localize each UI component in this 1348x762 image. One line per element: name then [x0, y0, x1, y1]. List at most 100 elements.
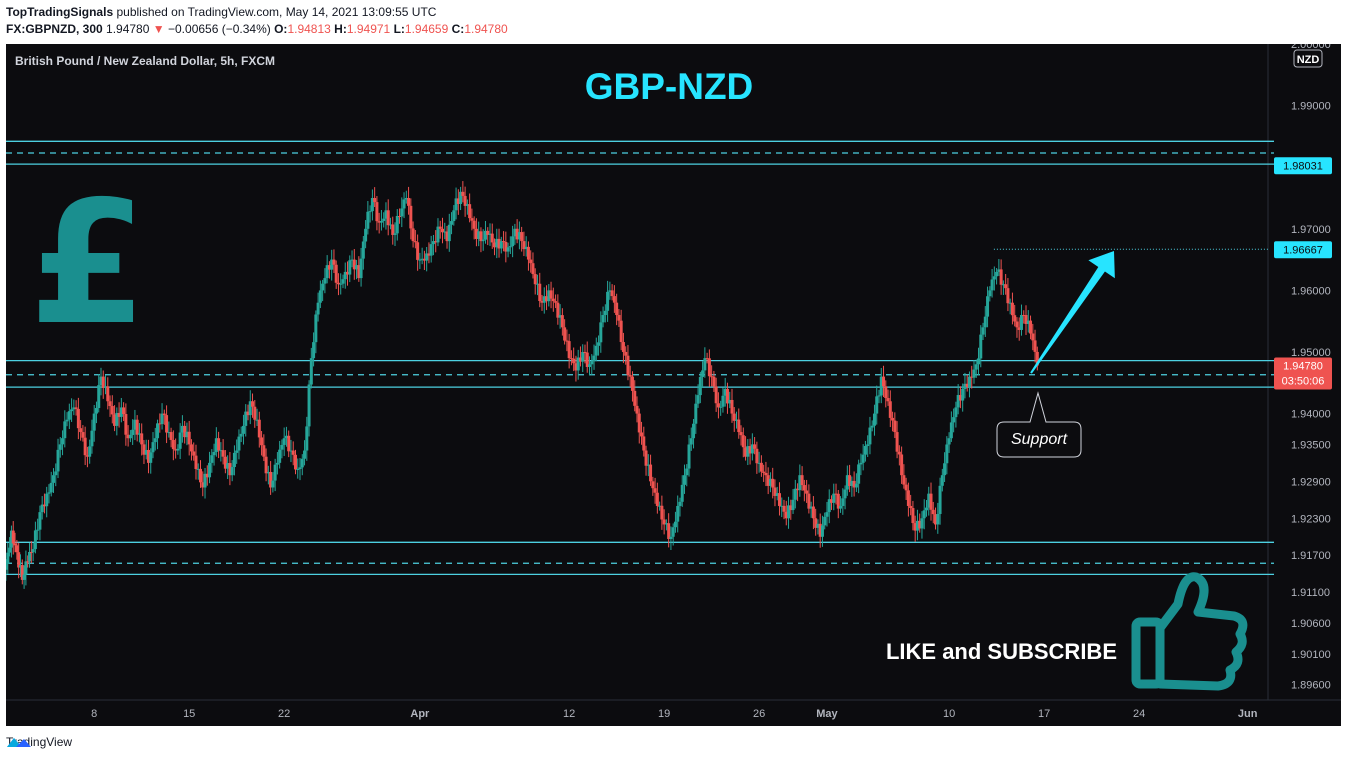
candle-body — [67, 411, 71, 420]
candle-body — [669, 536, 673, 539]
candle-body — [508, 246, 512, 248]
candle-body — [730, 399, 734, 414]
candle-body — [943, 463, 947, 476]
candle-body — [40, 504, 44, 513]
candle-body — [852, 480, 856, 488]
support-label: Support — [1011, 431, 1068, 448]
candle-body — [524, 246, 528, 250]
candle-body — [33, 530, 37, 550]
candle-body — [382, 218, 386, 221]
candle-body — [689, 438, 693, 445]
chart-svg[interactable]: British Pound / New Zealand Dollar, 5h, … — [6, 44, 1341, 726]
candle-body — [350, 259, 354, 261]
candle-body — [630, 376, 634, 391]
candle-body — [879, 376, 883, 396]
candle-body — [153, 438, 157, 443]
candle-body — [99, 376, 103, 386]
candle-body — [1024, 315, 1028, 324]
candle-body — [789, 505, 793, 511]
x-tick-label: Jun — [1238, 708, 1258, 720]
candle-body — [1013, 315, 1017, 322]
candle-body — [201, 482, 205, 488]
candle-body — [9, 530, 13, 548]
publisher-name[interactable]: TopTradingSignals — [6, 5, 114, 19]
candle-body — [416, 242, 420, 260]
candle-body — [1026, 320, 1030, 324]
candle-body — [228, 463, 232, 476]
candle-body — [318, 290, 322, 303]
candle-body — [721, 395, 725, 407]
candle-body — [755, 448, 759, 464]
candle-body — [678, 501, 682, 506]
candle-body — [6, 552, 10, 564]
candle-body — [327, 265, 331, 270]
candle-body — [402, 199, 406, 209]
candle-body — [988, 290, 992, 297]
tradingview-logo-icon — [7, 738, 31, 747]
candle-body — [701, 370, 705, 377]
chart-area[interactable]: British Pound / New Zealand Dollar, 5h, … — [6, 44, 1341, 726]
candle-body — [680, 484, 684, 502]
candle-body — [391, 224, 395, 235]
candle-body — [866, 444, 870, 446]
candle-body — [707, 358, 711, 377]
candle-body — [74, 407, 78, 409]
y-tick-label: 1.90100 — [1291, 649, 1331, 661]
y-tick-label: 1.90600 — [1291, 618, 1331, 630]
candle-body — [830, 499, 834, 503]
candle-body — [472, 220, 476, 229]
candle-body — [411, 228, 415, 242]
chart-title: GBP-NZD — [585, 66, 754, 107]
candle-body — [572, 358, 576, 364]
candle-body — [31, 549, 35, 553]
candle-body — [918, 520, 922, 529]
high-label: H: — [334, 22, 347, 36]
candle-body — [83, 437, 87, 456]
candle-body — [176, 448, 180, 451]
candle-body — [196, 468, 200, 470]
candle-body — [20, 565, 24, 580]
candle-body — [38, 512, 42, 530]
candle-body — [470, 218, 474, 221]
change-down-icon: ▼ — [152, 22, 165, 36]
candle-body — [160, 413, 164, 424]
candle-body — [404, 197, 408, 200]
x-tick-label: 8 — [91, 708, 97, 720]
candle-body — [814, 518, 818, 528]
candle-body — [45, 493, 49, 507]
candle-body — [891, 417, 895, 421]
candle-body — [796, 488, 800, 491]
candle-body — [58, 444, 62, 450]
candle-body — [714, 386, 718, 404]
candle-body — [1019, 314, 1023, 330]
candle-body — [61, 438, 65, 445]
candle-body — [737, 419, 741, 433]
candle-body — [850, 480, 854, 486]
candle-body — [746, 446, 750, 457]
candle-body — [332, 259, 336, 265]
candle-body — [662, 519, 666, 525]
candle-body — [649, 464, 653, 482]
candle-body — [230, 467, 234, 476]
candle-body — [805, 490, 809, 494]
candle-body — [425, 253, 429, 261]
candle-body — [569, 358, 573, 360]
candle-body — [192, 451, 196, 456]
candle-body — [440, 228, 444, 233]
candle-body — [621, 342, 625, 352]
open-value: 1.94813 — [287, 22, 331, 36]
candle-body — [560, 315, 564, 328]
tradingview-footer[interactable]: TradingView — [6, 735, 72, 749]
candle-body — [773, 487, 777, 496]
candle-body — [750, 444, 754, 454]
ohlc-line: FX:GBPNZD, 300 1.94780 ▼ −0.00656 (−0.34… — [6, 21, 508, 38]
candle-body — [782, 505, 786, 512]
candle-body — [710, 376, 714, 378]
candle-body — [140, 433, 144, 445]
candle-body — [217, 438, 221, 451]
candle-body — [251, 401, 255, 407]
candle-body — [72, 407, 76, 410]
candle-body — [735, 419, 739, 421]
candle-body — [418, 259, 422, 261]
candle-body — [314, 314, 318, 343]
